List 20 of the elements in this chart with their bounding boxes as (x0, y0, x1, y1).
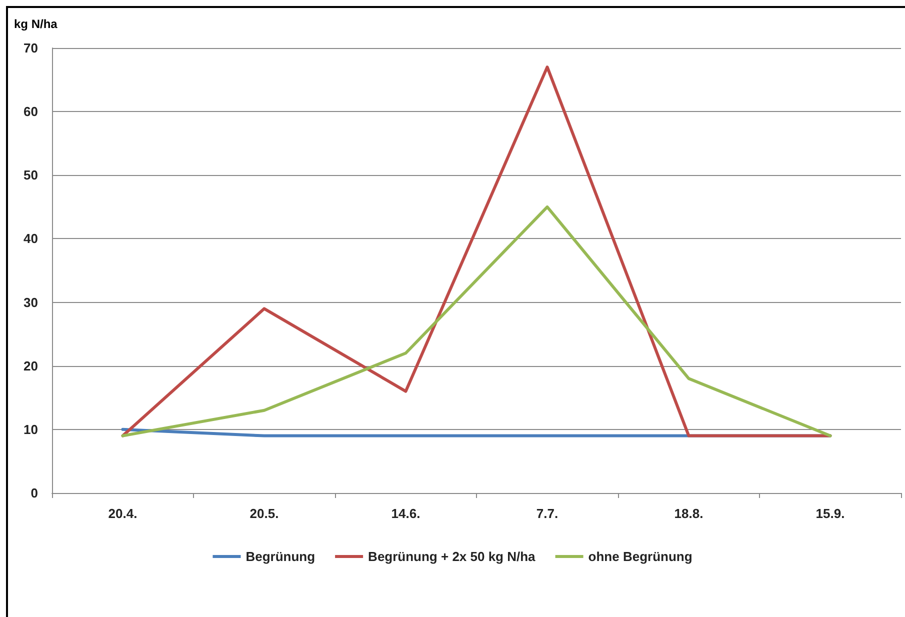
x-tick-label: 18.8. (674, 506, 704, 521)
x-tick-label: 20.4. (108, 506, 138, 521)
y-tick-label: 60 (24, 104, 38, 120)
y-axis-title: kg N/ha (14, 17, 58, 31)
y-tick-label: 50 (24, 168, 38, 183)
x-tick-label: 15.9. (816, 506, 845, 521)
line-series (121, 66, 832, 438)
line-series (121, 205, 832, 438)
x-tick-label: 14.6. (391, 506, 420, 521)
legend-label: Begrünung + 2x 50 kg N/ha (368, 549, 536, 564)
y-tick-label: 10 (24, 422, 38, 437)
legend-label: ohne Begrünung (588, 549, 692, 564)
y-tick-label: 30 (24, 294, 38, 310)
legend-label: Begrünung (246, 549, 316, 564)
y-tick-label: 0 (30, 486, 38, 500)
x-tick-label: 7.7. (536, 506, 558, 521)
y-tick-label: 70 (24, 40, 38, 56)
y-tick-label: 20 (24, 358, 38, 374)
y-tick-label: 40 (24, 231, 38, 246)
x-tick-label: 20.5. (250, 506, 279, 521)
